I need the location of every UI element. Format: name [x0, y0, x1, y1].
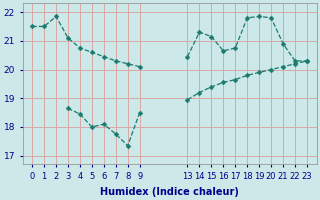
X-axis label: Humidex (Indice chaleur): Humidex (Indice chaleur): [100, 187, 239, 197]
